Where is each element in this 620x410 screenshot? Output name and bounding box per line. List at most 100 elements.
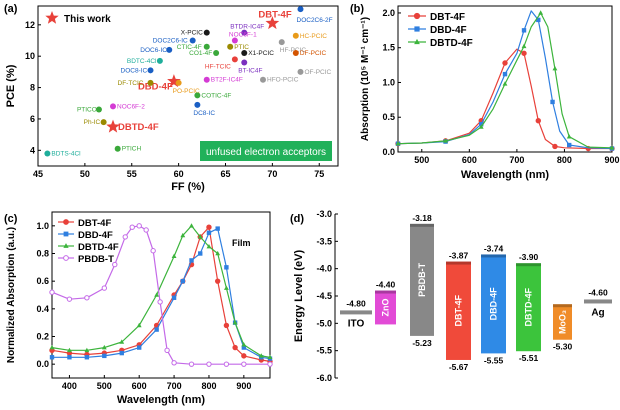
data-point (95, 106, 102, 113)
panel-b: 500 600 700 800 900 0.0 0.5 1.0 1.5 2.0 (b) Wavelen… (350, 3, 620, 181)
panel-label: (a) (4, 3, 18, 15)
y-tick-label: 0.5 (382, 112, 395, 122)
data-point (100, 119, 107, 126)
series-marker (206, 224, 212, 230)
x-tick-label: 500 (414, 155, 429, 165)
data-point (227, 43, 234, 50)
data-point-label: X1-PCIC (248, 50, 274, 57)
series-marker (206, 243, 212, 249)
series-marker (241, 353, 247, 359)
energy-bar (553, 304, 572, 340)
legend-label: DBTD-4F (78, 242, 119, 253)
series-marker (521, 43, 527, 49)
series-marker (188, 361, 195, 367)
y-tick-label: 0.4 (36, 304, 49, 314)
y-tick-label: -5.5 (316, 346, 332, 356)
material-label: MoO₃ (558, 310, 568, 334)
data-point-star (265, 16, 280, 30)
series-marker (267, 354, 273, 360)
y-tick-label: 10 (25, 51, 35, 61)
series-marker (215, 250, 221, 256)
y-tick-label: -5.0 (316, 318, 332, 328)
legend-marker (414, 26, 420, 32)
energy-bar-top-edge (446, 261, 471, 265)
series-marker (150, 248, 156, 254)
series-marker (101, 285, 108, 291)
data-point-label: PTICO (77, 107, 97, 114)
series-marker (84, 295, 90, 301)
data-point-label: DBT-4F (258, 9, 291, 20)
data-point-label: PTICH (122, 146, 142, 153)
data-point-label: NOC6F-1 (229, 32, 257, 39)
series-marker (566, 134, 572, 139)
level-top-label: -3.18 (412, 213, 432, 223)
data-point-label: HF-TCIC (205, 63, 231, 70)
series-marker (129, 224, 135, 230)
y-tick-label: 0.8 (36, 249, 49, 259)
legend-marker (414, 38, 420, 45)
x-tick-label: 900 (236, 381, 251, 391)
level-top-label: -3.74 (484, 243, 504, 253)
legend-label: DBT-4F (78, 218, 111, 229)
data-point (203, 76, 210, 83)
x-tick-label: 500 (97, 381, 112, 391)
data-point-star (106, 119, 120, 133)
series-marker (206, 230, 212, 235)
data-point-label: COTIC-4F (201, 92, 231, 99)
material-label: ITO (348, 318, 365, 329)
data-point (203, 43, 210, 50)
y-tick-label: -3.0 (316, 209, 332, 219)
material-label: DBT-4F (454, 295, 464, 327)
level-value-label: -4.60 (588, 287, 608, 297)
x-tick-label: 600 (462, 155, 477, 165)
series-marker (101, 344, 107, 350)
series-marker (189, 223, 194, 228)
series-marker (550, 99, 555, 105)
data-point-label: DOC2C6-IC (153, 38, 188, 45)
x-tick-label: 60 (174, 169, 184, 179)
data-point (175, 79, 182, 86)
electrode-level (340, 310, 372, 315)
series-marker (521, 50, 527, 56)
series-marker (119, 350, 124, 356)
level-value-label: -4.80 (346, 298, 366, 308)
data-point-label: BT2F-IC4F (211, 77, 243, 84)
series-marker (102, 353, 107, 359)
x-tick-label: 65 (220, 169, 230, 179)
energy-bar-top-edge (481, 254, 506, 258)
panel-label: (b) (350, 3, 364, 15)
level-bottom-label: -5.55 (484, 355, 504, 365)
data-point (278, 39, 285, 46)
series-marker (171, 295, 177, 300)
data-point (110, 103, 116, 110)
level-bottom-label: -5.30 (553, 342, 573, 352)
data-point (231, 56, 238, 63)
y-tick-label: 0.0 (36, 359, 49, 369)
series-marker (223, 361, 230, 367)
series-marker (154, 327, 159, 332)
data-point-star (167, 74, 181, 88)
series-marker (502, 71, 508, 77)
x-axis-title: FF (%) (171, 181, 205, 193)
level-bottom-label: -5.23 (412, 338, 432, 348)
plot-frame (397, 5, 613, 153)
legend-marker (63, 255, 69, 261)
series-marker (136, 223, 142, 229)
energy-bar (481, 254, 506, 354)
series-marker (84, 347, 90, 353)
series-marker (198, 251, 203, 256)
data-point-label: PTIC (234, 44, 249, 51)
energy-bar-top-edge (516, 263, 541, 267)
data-point-label: DOC2C6-2F (297, 17, 333, 24)
y-axis-title: PCE (%) (5, 64, 17, 107)
panel-label: (c) (4, 213, 18, 225)
series-marker (538, 10, 544, 15)
series-marker (84, 355, 90, 360)
data-point (166, 46, 173, 53)
data-point (189, 37, 196, 44)
data-point-label: BT-IC4F (238, 67, 262, 74)
legend-label: DBD-4F (430, 25, 467, 36)
series-marker (206, 361, 212, 367)
series-marker (241, 361, 247, 367)
data-point (156, 57, 163, 64)
